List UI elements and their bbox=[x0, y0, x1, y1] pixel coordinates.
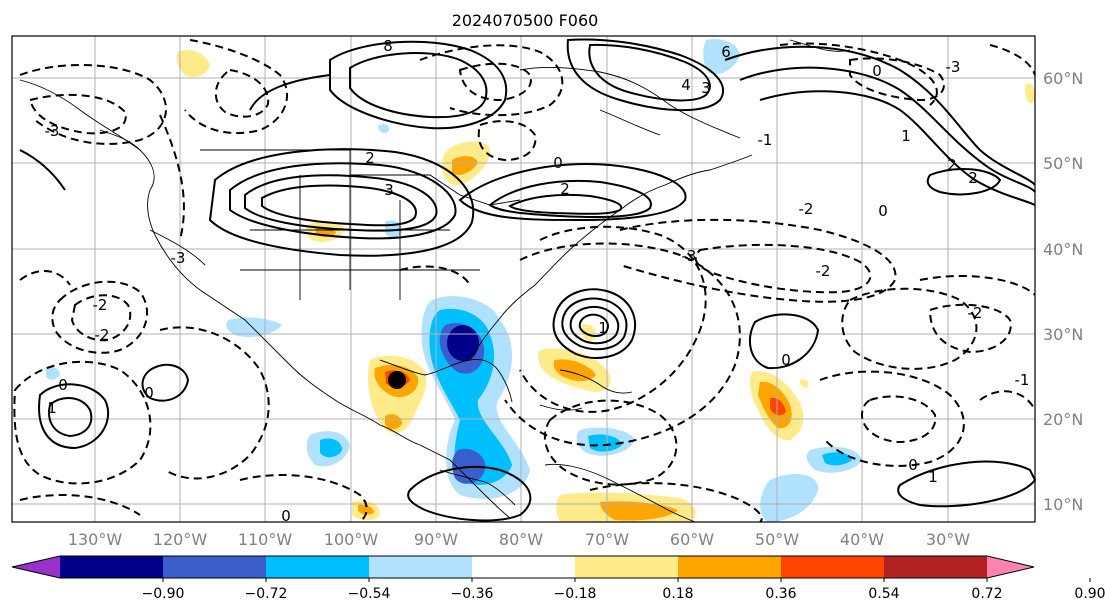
lat-label: 40°N bbox=[1043, 240, 1083, 259]
colorbar-tick-label: 0.36 bbox=[765, 586, 796, 602]
lon-label: 110°W bbox=[238, 530, 293, 549]
contour-label: 0 bbox=[144, 384, 154, 402]
lon-label: 120°W bbox=[153, 530, 208, 549]
contour-label: -1 bbox=[1015, 371, 1030, 389]
dashed-contours bbox=[13, 39, 1036, 523]
plot-title: 2024070500 F060 bbox=[452, 11, 599, 30]
contour-label: -2 bbox=[799, 200, 814, 218]
contour-label: 0 bbox=[781, 351, 791, 369]
contour-label: -3 bbox=[171, 249, 186, 267]
colorbar-segment bbox=[60, 556, 164, 578]
contour-label: -2 bbox=[95, 326, 110, 344]
colorbar-segment bbox=[472, 556, 576, 578]
contour-label: -3 bbox=[682, 247, 697, 265]
lon-label: 50°W bbox=[755, 530, 799, 549]
contour-label: 0 bbox=[878, 202, 888, 220]
colorbar-tick-label: −0.36 bbox=[451, 586, 494, 602]
contour-label: 1 bbox=[47, 399, 57, 417]
colorbar-tick-label: 0.18 bbox=[662, 586, 693, 602]
colorbar-tick-label: −0.90 bbox=[142, 586, 185, 602]
contour-label: -1 bbox=[758, 131, 773, 149]
contour-label: 8 bbox=[383, 37, 393, 55]
colorbar-segment bbox=[781, 556, 885, 578]
negative-anomaly-core bbox=[447, 325, 479, 361]
latitude-labels: 60°N 50°N 40°N 30°N 20°N 10°N bbox=[1043, 69, 1083, 514]
solid-contours bbox=[19, 38, 1037, 522]
contour-label: 3 bbox=[384, 181, 394, 199]
contour-label: 2 bbox=[968, 169, 978, 187]
contour-label: 0 bbox=[553, 154, 563, 172]
lon-label: 130°W bbox=[68, 530, 123, 549]
colorbar: −0.90 −0.72 −0.54 −0.36 −0.18 0.18 0.36 0.54 0.7… bbox=[11, 555, 1105, 602]
colorbar-tick-label: −0.72 bbox=[245, 586, 288, 602]
colorbar-segment bbox=[369, 556, 473, 578]
contour-label: -2 bbox=[93, 296, 108, 314]
contour-label: 6 bbox=[721, 43, 731, 61]
lat-label: 10°N bbox=[1043, 495, 1083, 514]
lat-label: 30°N bbox=[1043, 325, 1083, 344]
colorbar-segment bbox=[575, 556, 679, 578]
contour-label: -3 bbox=[45, 122, 60, 140]
colorbar-tick-label: 0.54 bbox=[868, 586, 899, 602]
contour-label: 1 bbox=[901, 127, 911, 145]
colorbar-segment bbox=[884, 556, 988, 578]
colorbar-tick-label: 0.90 bbox=[1074, 586, 1105, 602]
gridlines bbox=[12, 36, 1035, 522]
negative-anomaly-small-6 bbox=[703, 39, 740, 75]
lat-label: 20°N bbox=[1043, 410, 1083, 429]
colorbar-tick-label: −0.18 bbox=[554, 586, 597, 602]
map-frame bbox=[11, 35, 1036, 523]
lon-label: 90°W bbox=[414, 530, 458, 549]
lon-label: 70°W bbox=[585, 530, 629, 549]
positive-anomaly-alaska bbox=[176, 50, 210, 77]
contour-label: -2 bbox=[968, 304, 983, 322]
lon-label: 60°W bbox=[670, 530, 714, 549]
negative-anomaly-small-4 bbox=[760, 474, 819, 522]
map-panel: 8 6 4 3 3 1 2 2 2 2 0 0 0 0 0 0 0 0 1 1 … bbox=[11, 35, 1037, 525]
negative-anomaly-small-5 bbox=[226, 317, 282, 337]
contour-labels: 8 6 4 3 3 1 2 2 2 2 0 0 0 0 0 0 0 0 1 1 … bbox=[45, 37, 1030, 525]
lat-label: 50°N bbox=[1043, 154, 1083, 173]
colorbar-tick-label: 0.72 bbox=[971, 586, 1002, 602]
contour-label: -3 bbox=[946, 58, 961, 76]
longitude-labels: 130°W 120°W 110°W 100°W 90°W 80°W 70°W 6… bbox=[68, 530, 970, 549]
contour-label: 3 bbox=[701, 79, 711, 97]
contour-label: 4 bbox=[681, 76, 691, 94]
contour-label: 2 bbox=[365, 149, 375, 167]
colorbar-segment bbox=[266, 556, 370, 578]
lon-label: 30°W bbox=[926, 530, 970, 549]
contour-label: 1 bbox=[598, 319, 608, 337]
contour-label: 2 bbox=[560, 180, 570, 198]
colorbar-extend-low bbox=[12, 556, 60, 578]
colorbar-tick-label: −0.54 bbox=[348, 586, 391, 602]
colorbar-segment bbox=[678, 556, 782, 578]
contour-label: 0 bbox=[281, 507, 291, 525]
contour-label: -2 bbox=[816, 262, 831, 280]
lat-label: 60°N bbox=[1043, 69, 1083, 88]
contour-label: 1 bbox=[928, 468, 938, 486]
contour-label: 0 bbox=[908, 456, 918, 474]
contour-label: 2 bbox=[947, 156, 957, 174]
colorbar-segment bbox=[163, 556, 267, 578]
lon-label: 80°W bbox=[499, 530, 543, 549]
contour-label: 0 bbox=[58, 376, 68, 394]
lon-label: 100°W bbox=[324, 530, 379, 549]
colorbar-extend-high bbox=[987, 556, 1034, 578]
lon-label: 40°W bbox=[840, 530, 884, 549]
contour-label: 0 bbox=[872, 62, 882, 80]
cyclone-center-marker bbox=[388, 371, 406, 389]
